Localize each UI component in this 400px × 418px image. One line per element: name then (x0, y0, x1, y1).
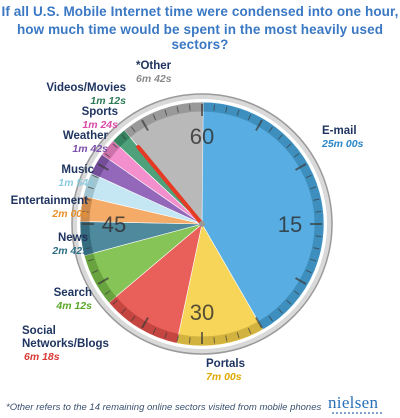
label-portals: Portals 7m 00s (206, 358, 245, 383)
label-email: E-mail 25m 00s (322, 125, 364, 150)
tick-mark (188, 337, 191, 344)
dial-number-60: 60 (190, 124, 214, 149)
clock-center (199, 221, 205, 227)
tick-mark (131, 126, 136, 133)
tick-mark (247, 327, 252, 334)
tick-mark (286, 299, 292, 305)
tick-mark (255, 317, 263, 329)
label-other: *Other 6m 42s (136, 60, 172, 85)
tick-mark (97, 163, 109, 171)
dial-number-15: 15 (278, 212, 302, 237)
tick-mark (121, 134, 127, 140)
tick-mark (104, 153, 111, 158)
slice-band-search (84, 253, 117, 303)
clock-hand (136, 144, 204, 226)
tick-mark (310, 186, 317, 190)
tick-mark (84, 247, 91, 250)
tick-mark (225, 335, 228, 342)
tick-mark (152, 114, 157, 121)
label-weather: Weather 1m 42s (62, 130, 108, 155)
tick-mark (286, 143, 292, 149)
tick-mark (121, 308, 127, 314)
tick-mark (112, 299, 118, 305)
label-search: Search 4m 12s (53, 287, 92, 312)
tick-mark (213, 337, 216, 344)
label-sports: Sports 1m 24s (81, 106, 118, 131)
tick-mark (164, 109, 168, 116)
tick-mark (176, 106, 179, 113)
nielsen-logo: nielsen (328, 393, 379, 412)
tick-mark (164, 332, 168, 339)
tick-mark (213, 104, 216, 111)
chart-title-line-1: If all U.S. Mobile Internet time were co… (1, 4, 399, 19)
tick-mark (87, 258, 94, 262)
dial-number-30: 30 (190, 300, 214, 325)
tick-mark (92, 174, 99, 179)
tick-mark (84, 198, 91, 201)
label-social-networks: Social Networks/Blogs 6m 18s (22, 325, 109, 363)
tick-mark (295, 163, 307, 171)
slice-band-social (109, 296, 179, 343)
tick-mark (152, 327, 157, 334)
tick-mark (82, 210, 89, 213)
label-news: News 2m 42s (52, 232, 88, 257)
tick-mark (225, 106, 228, 113)
tick-mark (82, 235, 89, 238)
tick-mark (305, 174, 312, 179)
tick-mark (315, 235, 322, 238)
label-videos-movies: Videos/Movies 1m 12s (46, 82, 126, 107)
tick-mark (236, 109, 240, 116)
tick-mark (315, 210, 322, 213)
tick-mark (313, 247, 320, 250)
tick-mark (176, 335, 179, 342)
tick-mark (104, 290, 111, 295)
slice-other (123, 101, 204, 225)
slice-band-email (201, 102, 324, 330)
dial-number-45: 45 (102, 212, 126, 237)
slice-email (201, 101, 325, 331)
tick-mark (97, 277, 109, 285)
tick-mark (293, 153, 300, 158)
tick-mark (310, 258, 317, 262)
tick-mark (188, 104, 191, 111)
tick-mark (247, 114, 252, 121)
tick-mark (255, 119, 263, 131)
tick-mark (87, 186, 94, 190)
chart-title-line-2: how much time would be spent in the most… (16, 22, 384, 52)
tick-mark (92, 269, 99, 274)
label-entertainment: Entertainment 2m 00s (10, 195, 88, 220)
tick-mark (141, 317, 149, 329)
tick-mark (313, 198, 320, 201)
tick-mark (236, 332, 240, 339)
tick-mark (131, 315, 136, 322)
tick-mark (295, 277, 307, 285)
tick-mark (268, 126, 273, 133)
slice-band-other (124, 102, 204, 138)
tick-mark (305, 269, 312, 274)
footnote: *Other refers to the 14 remaining online… (6, 402, 322, 413)
tick-mark (293, 290, 300, 295)
tick-mark (112, 143, 118, 149)
tick-mark (141, 119, 149, 131)
logo-underline (332, 412, 382, 417)
tick-mark (268, 315, 273, 322)
label-music: Music 1m 54s (58, 164, 94, 189)
slice-portals (176, 223, 264, 347)
tick-mark (277, 308, 283, 314)
slice-band-portals (176, 321, 263, 346)
tick-mark (277, 134, 283, 140)
